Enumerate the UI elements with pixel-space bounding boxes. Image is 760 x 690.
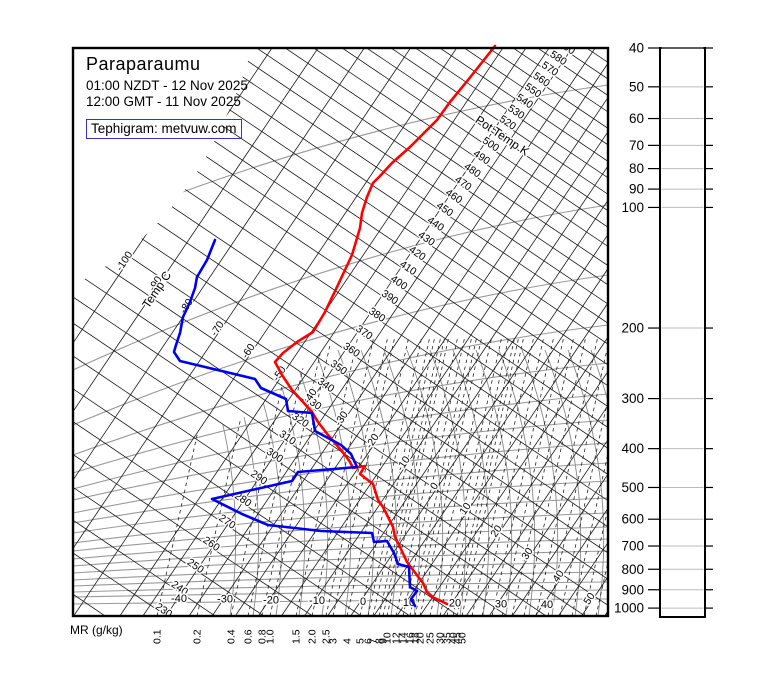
- title-block: Paraparaumu 01:00 NZDT - 12 Nov 2025 12:…: [86, 54, 248, 139]
- svg-text:-70: -70: [208, 319, 227, 338]
- svg-text:370: 370: [353, 323, 374, 343]
- svg-text:340: 340: [315, 375, 336, 395]
- svg-text:45: 45: [452, 632, 464, 644]
- mixing-ratio-lines: [156, 335, 608, 616]
- svg-text:40: 40: [448, 632, 460, 644]
- svg-text:30: 30: [495, 598, 507, 610]
- svg-text:8: 8: [374, 638, 386, 644]
- svg-text:400: 400: [621, 441, 644, 456]
- svg-text:-20: -20: [363, 432, 382, 451]
- svg-text:16: 16: [405, 632, 417, 644]
- svg-text:350: 350: [328, 358, 349, 378]
- svg-text:14: 14: [398, 632, 410, 644]
- svg-text:0.1: 0.1: [152, 629, 164, 644]
- svg-text:10: 10: [382, 632, 394, 644]
- svg-text:-10: -10: [394, 454, 413, 473]
- svg-text:1.5: 1.5: [291, 629, 303, 644]
- svg-text:30: 30: [519, 545, 536, 562]
- svg-text:20: 20: [449, 598, 461, 610]
- svg-text:0: 0: [360, 596, 366, 608]
- dewpoint-trace: [172, 238, 419, 608]
- svg-text:390: 390: [379, 288, 400, 308]
- svg-text:430: 430: [416, 229, 437, 249]
- svg-text:410: 410: [397, 258, 418, 278]
- svg-text:35: 35: [442, 632, 454, 644]
- svg-text:30: 30: [435, 632, 447, 644]
- plot-border: [71, 46, 610, 618]
- svg-text:0.2: 0.2: [192, 629, 204, 644]
- svg-text:50: 50: [629, 79, 644, 94]
- svg-text:25: 25: [425, 632, 437, 644]
- pressure-scale: 40 50 60 70 80 90 100 200 300 400 500 600 700 800 900 1…: [614, 41, 713, 618]
- svg-text:100: 100: [621, 200, 644, 215]
- svg-text:6: 6: [363, 638, 375, 644]
- svg-text:7: 7: [368, 638, 380, 644]
- svg-text:-30: -30: [217, 594, 233, 606]
- svg-text:380: 380: [366, 305, 387, 325]
- svg-text:500: 500: [621, 480, 644, 495]
- svg-text:10: 10: [457, 500, 474, 517]
- svg-text:310: 310: [277, 428, 298, 448]
- svg-text:-20: -20: [263, 594, 279, 606]
- svg-text:270: 270: [216, 512, 237, 532]
- datetime-gmt: 12:00 GMT - 11 Nov 2025: [86, 94, 241, 109]
- svg-text:12: 12: [391, 632, 403, 644]
- svg-text:440: 440: [425, 214, 446, 234]
- svg-text:50: 50: [457, 632, 469, 644]
- svg-text:-100: -100: [114, 249, 136, 273]
- svg-text:700: 700: [621, 539, 644, 554]
- svg-text:4: 4: [342, 638, 354, 644]
- svg-text:400: 400: [388, 273, 409, 293]
- svg-text:0.6: 0.6: [243, 629, 255, 644]
- svg-text:600: 600: [621, 512, 644, 527]
- svg-text:250: 250: [185, 556, 206, 576]
- svg-text:20: 20: [415, 632, 427, 644]
- svg-text:300: 300: [621, 391, 644, 406]
- isobar-lines: [73, 84, 608, 605]
- svg-text:-60: -60: [239, 342, 258, 361]
- svg-text:-40: -40: [171, 593, 187, 605]
- mr-axis: MR (g/kg) 0.1 0.2 0.4 0.6 0.81.0 1.5 2.0 2.53 4 56…: [70, 623, 469, 644]
- svg-text:90: 90: [629, 182, 644, 197]
- page-title: Paraparaumu: [86, 54, 201, 74]
- svg-text:3: 3: [328, 638, 340, 644]
- svg-text:40: 40: [629, 41, 644, 56]
- svg-text:-10: -10: [309, 595, 325, 607]
- svg-text:9: 9: [378, 638, 390, 644]
- svg-text:360: 360: [341, 340, 362, 360]
- svg-text:590: 590: [556, 38, 577, 58]
- svg-text:1000: 1000: [614, 601, 644, 616]
- svg-text:0.8: 0.8: [257, 629, 269, 644]
- svg-text:200: 200: [621, 321, 644, 336]
- svg-text:290: 290: [248, 468, 269, 488]
- svg-text:2.5: 2.5: [321, 629, 333, 644]
- svg-text:900: 900: [621, 582, 644, 597]
- source-link[interactable]: Tephigram: metvuw.com: [86, 119, 242, 139]
- svg-text:2.0: 2.0: [307, 629, 319, 644]
- svg-text:60: 60: [629, 111, 644, 126]
- svg-text:0.4: 0.4: [226, 629, 238, 644]
- svg-text:800: 800: [621, 562, 644, 577]
- svg-text:1.0: 1.0: [265, 629, 277, 644]
- svg-text:18: 18: [410, 632, 422, 644]
- svg-text:5: 5: [355, 638, 367, 644]
- datetime-local: 01:00 NZDT - 12 Nov 2025: [86, 78, 248, 93]
- svg-text:40: 40: [541, 599, 553, 611]
- svg-text:70: 70: [629, 138, 644, 153]
- svg-text:80: 80: [629, 161, 644, 176]
- svg-text:50: 50: [581, 590, 598, 607]
- svg-text:MR (g/kg): MR (g/kg): [70, 623, 123, 637]
